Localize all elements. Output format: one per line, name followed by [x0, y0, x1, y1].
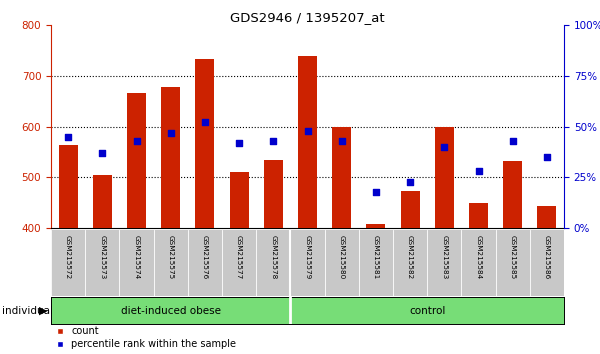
Text: GSM215580: GSM215580	[339, 235, 345, 280]
Bar	[332, 127, 351, 228]
Point	[98, 150, 107, 156]
Bar	[161, 87, 180, 228]
Point	[406, 179, 415, 184]
Text: GSM215576: GSM215576	[202, 235, 208, 280]
Bar	[538, 206, 556, 228]
Text: GSM215583: GSM215583	[442, 235, 448, 280]
Point	[508, 138, 518, 144]
Text: GSM215575: GSM215575	[168, 235, 174, 280]
Bar	[127, 93, 146, 228]
Bar	[230, 172, 248, 228]
Point	[235, 140, 244, 146]
Text: GSM215572: GSM215572	[65, 235, 71, 280]
Text: ▶: ▶	[39, 306, 47, 316]
Point	[269, 138, 278, 144]
Point	[542, 154, 552, 160]
Text: individual: individual	[2, 306, 53, 316]
Legend: count, percentile rank within the sample: count, percentile rank within the sample	[56, 326, 236, 349]
Bar	[264, 160, 283, 228]
Text: GSM215582: GSM215582	[407, 235, 413, 280]
Point	[337, 138, 347, 144]
Text: control: control	[409, 306, 445, 316]
Point	[303, 128, 313, 133]
Bar	[59, 145, 77, 228]
Title: GDS2946 / 1395207_at: GDS2946 / 1395207_at	[230, 11, 385, 24]
Text: GSM215579: GSM215579	[305, 235, 311, 280]
Point	[132, 138, 142, 144]
Point	[166, 130, 176, 136]
Bar	[503, 161, 522, 228]
Bar	[367, 224, 385, 228]
Text: GSM215584: GSM215584	[476, 235, 482, 280]
Bar	[298, 56, 317, 228]
Text: GSM215574: GSM215574	[133, 235, 139, 280]
Bar	[469, 203, 488, 228]
Text: GSM215578: GSM215578	[271, 235, 277, 280]
Text: GSM215573: GSM215573	[100, 235, 106, 280]
Bar	[435, 127, 454, 228]
Text: GSM215581: GSM215581	[373, 235, 379, 280]
Text: GSM215586: GSM215586	[544, 235, 550, 280]
Text: GSM215585: GSM215585	[510, 235, 516, 280]
Bar	[401, 191, 419, 228]
Text: GSM215577: GSM215577	[236, 235, 242, 280]
Point	[474, 169, 484, 174]
Point	[64, 134, 73, 139]
Point	[200, 120, 210, 125]
Point	[371, 189, 381, 195]
Point	[440, 144, 449, 150]
Text: diet-induced obese: diet-induced obese	[121, 306, 221, 316]
Bar	[196, 59, 214, 228]
Bar	[93, 176, 112, 228]
